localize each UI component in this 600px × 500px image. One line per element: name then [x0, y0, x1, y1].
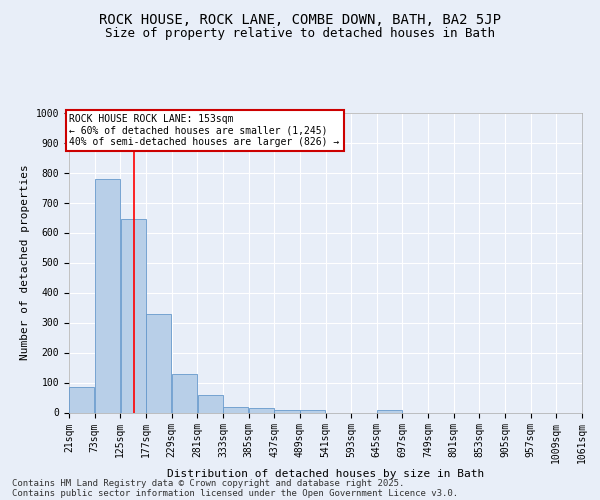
Y-axis label: Number of detached properties: Number of detached properties	[20, 164, 30, 360]
Text: Contains public sector information licensed under the Open Government Licence v3: Contains public sector information licen…	[12, 488, 458, 498]
Bar	[223, 406, 248, 412]
Bar	[274, 410, 299, 412]
Bar	[300, 410, 325, 412]
Bar	[95, 178, 120, 412]
Bar	[249, 408, 274, 412]
Bar	[197, 394, 223, 412]
Text: Size of property relative to detached houses in Bath: Size of property relative to detached ho…	[105, 28, 495, 40]
Text: ROCK HOUSE ROCK LANE: 153sqm
← 60% of detached houses are smaller (1,245)
40% of: ROCK HOUSE ROCK LANE: 153sqm ← 60% of de…	[70, 114, 340, 147]
Bar	[146, 314, 172, 412]
Bar	[121, 219, 146, 412]
Bar	[69, 387, 94, 412]
Bar	[377, 410, 402, 412]
Text: Contains HM Land Registry data © Crown copyright and database right 2025.: Contains HM Land Registry data © Crown c…	[12, 478, 404, 488]
Bar	[172, 374, 197, 412]
Text: ROCK HOUSE, ROCK LANE, COMBE DOWN, BATH, BA2 5JP: ROCK HOUSE, ROCK LANE, COMBE DOWN, BATH,…	[99, 12, 501, 26]
X-axis label: Distribution of detached houses by size in Bath: Distribution of detached houses by size …	[167, 469, 484, 479]
